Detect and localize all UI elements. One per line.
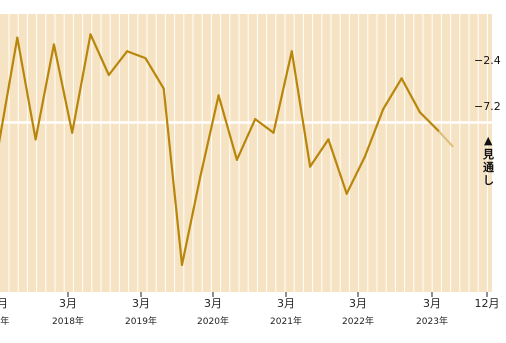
x-tick-month-label: 3月: [204, 297, 222, 310]
x-tick-month-label: 3月: [59, 297, 77, 310]
x-tick-month-label: 3月: [423, 297, 441, 310]
data-point-2021-09: [272, 131, 275, 134]
data-point-2023-03: [382, 107, 385, 110]
data-point-2018-09: [52, 43, 56, 46]
data-point-2020-06: [180, 263, 184, 266]
x-tick-year-label: 17年: [0, 315, 9, 327]
x-tick-year-label: 2018年: [52, 315, 84, 327]
forecast-note-char-3: し: [483, 174, 494, 187]
data-point-2019-03: [89, 33, 92, 36]
x-tick-year-label: 2019年: [125, 315, 157, 327]
end-label-forecast: −7.2: [474, 100, 501, 113]
data-point-2021-06: [254, 118, 257, 121]
x-tick-month-label: 3月: [277, 297, 295, 310]
data-point-2018-06: [34, 138, 37, 141]
x-tick-month-label: 3月: [349, 297, 367, 310]
x-tick-year-label: 2022年: [342, 315, 374, 327]
data-point-2020-09: [199, 175, 202, 178]
data-point-2022-06: [327, 138, 330, 141]
end-label-actual: −2.4: [474, 54, 501, 67]
data-point-2018-12: [71, 131, 74, 134]
x-tick-month-label: 12月: [475, 297, 500, 310]
data-point-2018-03: [16, 36, 19, 39]
data-point-2023-09: [418, 111, 421, 114]
x-axis-ticks: 3月 17年 3月 2018年 3月 2019年 3月 2020年 3月 2021年 3月 2022年…: [0, 292, 500, 327]
data-point-2021-03: [235, 158, 238, 161]
series-line-forecast: [437, 129, 455, 148]
forecast-note-arrow: ▲: [484, 134, 493, 147]
x-tick-year-label: 2021年: [270, 315, 302, 327]
data-point-2020-12: [217, 94, 220, 97]
x-tick-year-label: 2023年: [416, 315, 448, 327]
data-point-2020-03: [162, 87, 165, 90]
x-tick-month-label: 3月: [0, 297, 8, 310]
data-points: [0, 33, 440, 266]
data-point-2023-06: [400, 77, 403, 80]
data-point-2019-12: [144, 57, 147, 60]
data-point-2021-12: [290, 50, 293, 53]
forecast-note-char-2: 通: [483, 161, 494, 174]
plot-background: [0, 14, 492, 292]
data-point-2023-12: [437, 129, 440, 132]
data-point-2022-03: [309, 165, 312, 168]
x-tick-month-label: 3月: [132, 297, 150, 310]
forecast-note: ▲ 見 通 し: [482, 134, 494, 187]
gridlines: [8, 14, 488, 292]
x-tick-year-label: 2020年: [197, 315, 229, 327]
data-point-2019-09: [126, 50, 129, 53]
forecast-note-char-1: 見: [482, 148, 494, 161]
data-point-2022-09: [345, 192, 348, 195]
data-point-2019-06: [107, 73, 110, 77]
data-point-2022-12: [363, 155, 367, 158]
